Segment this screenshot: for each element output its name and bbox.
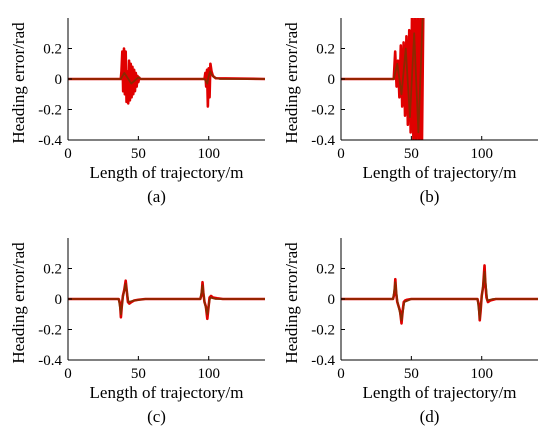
x-axis-label: Length of trajectory/m bbox=[90, 163, 244, 182]
y-axis-label: Heading error/rad bbox=[9, 242, 28, 364]
y-tick-label: -0.2 bbox=[311, 323, 335, 339]
x-tick-label: 100 bbox=[470, 366, 493, 382]
y-tick-label: 0.2 bbox=[43, 42, 62, 58]
x-tick-label: 100 bbox=[470, 146, 493, 162]
x-tick-label: 0 bbox=[64, 146, 72, 162]
y-tick-label: 0.2 bbox=[316, 42, 335, 58]
series-line-2 bbox=[341, 18, 424, 134]
y-tick-label: -0.4 bbox=[38, 133, 62, 149]
series-line-2 bbox=[68, 70, 265, 85]
subplot-caption: (b) bbox=[420, 187, 440, 206]
y-axis-label: Heading error/rad bbox=[282, 242, 301, 364]
subplot-caption: (d) bbox=[420, 407, 440, 426]
x-tick-label: 0 bbox=[337, 146, 345, 162]
y-tick-label: 0.2 bbox=[43, 262, 62, 278]
series-line-2 bbox=[68, 282, 265, 316]
y-tick-label: 0 bbox=[328, 292, 336, 308]
y-axis-label: Heading error/rad bbox=[282, 22, 301, 144]
x-tick-label: 0 bbox=[64, 366, 72, 382]
subplot-caption: (c) bbox=[147, 407, 166, 426]
x-tick-label: 50 bbox=[131, 366, 146, 382]
series-group bbox=[68, 279, 265, 321]
y-tick-label: -0.2 bbox=[38, 103, 62, 119]
y-tick-label: 0.2 bbox=[316, 262, 335, 278]
y-tick-label: -0.2 bbox=[38, 323, 62, 339]
series-group bbox=[68, 47, 265, 108]
series-line-1 bbox=[341, 264, 538, 325]
y-tick-label: -0.4 bbox=[311, 353, 335, 369]
x-axis-label: Length of trajectory/m bbox=[363, 163, 517, 182]
series-group bbox=[341, 18, 425, 140]
y-axis-label: Heading error/rad bbox=[9, 22, 28, 144]
x-tick-label: 0 bbox=[337, 366, 345, 382]
x-tick-label: 50 bbox=[404, 146, 419, 162]
y-tick-label: 0 bbox=[328, 72, 336, 88]
x-axis-label: Length of trajectory/m bbox=[90, 383, 244, 402]
series-line-1 bbox=[68, 47, 265, 108]
series-line-2 bbox=[341, 270, 538, 322]
y-tick-label: -0.4 bbox=[311, 133, 335, 149]
series-group bbox=[341, 264, 538, 325]
y-tick-label: -0.4 bbox=[38, 353, 62, 369]
subplot-caption: (a) bbox=[147, 187, 166, 206]
x-axis-label: Length of trajectory/m bbox=[363, 383, 517, 402]
x-tick-label: 100 bbox=[197, 146, 220, 162]
x-tick-label: 50 bbox=[404, 366, 419, 382]
y-tick-label: 0 bbox=[55, 292, 63, 308]
y-tick-label: 0 bbox=[55, 72, 63, 88]
y-tick-label: -0.2 bbox=[311, 103, 335, 119]
x-tick-label: 100 bbox=[197, 366, 220, 382]
x-tick-label: 50 bbox=[131, 146, 146, 162]
